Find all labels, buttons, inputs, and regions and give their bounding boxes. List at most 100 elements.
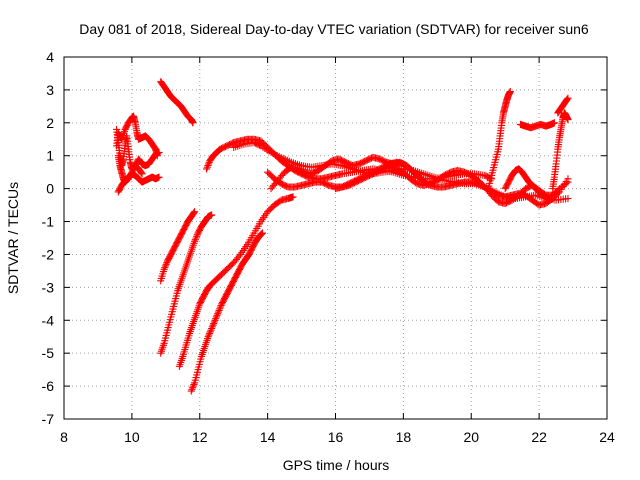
data-point-marker bbox=[393, 165, 401, 173]
data-point-marker bbox=[171, 243, 179, 251]
data-point-marker bbox=[502, 182, 511, 190]
data-point-marker bbox=[268, 172, 276, 180]
data-point-marker bbox=[166, 252, 174, 260]
data-point-marker bbox=[400, 160, 408, 168]
data-point-marker bbox=[443, 170, 451, 178]
data-point-marker bbox=[229, 277, 237, 285]
x-tick-label: 12 bbox=[192, 429, 208, 445]
data-point-marker bbox=[219, 269, 227, 277]
data-point-marker bbox=[197, 355, 205, 363]
data-point-marker bbox=[258, 230, 266, 238]
data-point-marker bbox=[363, 173, 371, 181]
series-arc-r bbox=[549, 109, 572, 193]
data-point-marker bbox=[237, 263, 245, 271]
data-point-marker bbox=[429, 178, 437, 186]
data-point-marker bbox=[167, 313, 175, 321]
data-point-marker bbox=[180, 224, 189, 232]
data-point-marker bbox=[258, 138, 266, 146]
data-point-marker bbox=[397, 159, 405, 167]
data-point-marker bbox=[196, 298, 204, 307]
data-point-marker bbox=[308, 170, 316, 178]
data-point-marker bbox=[507, 174, 515, 182]
data-point-marker bbox=[294, 165, 302, 173]
series-arc-d bbox=[114, 152, 146, 186]
data-point-marker bbox=[129, 167, 137, 175]
data-point-marker bbox=[127, 169, 135, 178]
data-point-marker bbox=[179, 227, 187, 235]
data-point-marker bbox=[563, 95, 571, 103]
data-point-marker bbox=[126, 172, 134, 180]
data-point-marker bbox=[170, 245, 178, 253]
data-point-marker bbox=[248, 245, 256, 253]
data-point-marker bbox=[137, 169, 145, 177]
data-point-marker bbox=[309, 169, 317, 177]
data-point-marker bbox=[221, 267, 230, 275]
series-arc-o bbox=[484, 88, 514, 193]
data-point-marker bbox=[138, 170, 146, 178]
data-point-marker bbox=[367, 171, 375, 179]
data-point-marker bbox=[175, 235, 183, 243]
data-point-marker bbox=[312, 168, 320, 176]
data-point-marker bbox=[360, 174, 368, 182]
data-point-marker bbox=[281, 182, 289, 190]
data-point-marker bbox=[486, 177, 494, 185]
data-point-marker bbox=[226, 284, 234, 292]
data-point-marker bbox=[492, 195, 500, 203]
data-point-marker bbox=[407, 165, 415, 174]
y-tick-label: 1 bbox=[46, 148, 54, 164]
data-point-marker bbox=[426, 180, 435, 188]
data-point-marker bbox=[348, 180, 356, 188]
data-point-marker bbox=[172, 292, 180, 300]
data-point-marker bbox=[161, 337, 169, 345]
data-point-marker bbox=[412, 179, 420, 187]
y-tick-label: 0 bbox=[46, 181, 54, 197]
data-point-marker bbox=[365, 155, 373, 163]
data-point-marker bbox=[516, 190, 524, 198]
data-point-marker bbox=[519, 187, 527, 195]
y-tick-label: -4 bbox=[42, 312, 55, 328]
data-point-marker bbox=[192, 373, 200, 382]
data-point-marker bbox=[249, 243, 257, 251]
data-point-marker bbox=[490, 164, 498, 172]
data-point-marker bbox=[355, 160, 363, 168]
data-point-marker bbox=[482, 172, 490, 180]
data-point-marker bbox=[295, 165, 304, 174]
data-point-marker bbox=[196, 358, 204, 366]
data-point-marker bbox=[265, 169, 273, 178]
data-point-marker bbox=[402, 171, 410, 179]
data-point-marker bbox=[491, 158, 499, 166]
data-point-marker bbox=[227, 140, 235, 148]
data-point-marker bbox=[250, 241, 258, 249]
data-point-marker bbox=[171, 297, 179, 305]
data-point-marker bbox=[359, 158, 367, 166]
data-point-marker bbox=[404, 163, 412, 171]
data-point-marker bbox=[198, 295, 207, 303]
data-point-marker bbox=[173, 289, 181, 297]
data-point-marker bbox=[374, 167, 382, 176]
data-point-marker bbox=[368, 170, 376, 178]
data-point-marker bbox=[153, 152, 161, 160]
data-point-marker bbox=[551, 189, 559, 197]
data-point-marker bbox=[445, 169, 454, 177]
data-point-marker bbox=[428, 179, 436, 187]
data-point-marker bbox=[115, 187, 123, 195]
data-point-marker bbox=[310, 168, 319, 177]
data-point-marker bbox=[477, 179, 485, 187]
data-point-marker bbox=[460, 168, 469, 176]
data-point-marker bbox=[494, 148, 502, 156]
data-point-marker bbox=[415, 172, 423, 180]
data-point-marker bbox=[322, 180, 330, 188]
data-markers bbox=[113, 78, 572, 395]
data-point-marker bbox=[114, 129, 122, 137]
data-point-marker bbox=[489, 166, 497, 174]
data-point-marker bbox=[357, 175, 365, 183]
data-point-marker bbox=[397, 167, 405, 175]
data-point-marker bbox=[231, 273, 239, 282]
data-point-marker bbox=[225, 285, 233, 293]
data-point-marker bbox=[280, 181, 288, 189]
data-point-marker bbox=[522, 185, 530, 193]
data-point-marker bbox=[444, 169, 452, 178]
data-point-marker bbox=[346, 160, 354, 168]
data-point-marker bbox=[173, 239, 181, 247]
data-point-marker bbox=[550, 190, 558, 198]
